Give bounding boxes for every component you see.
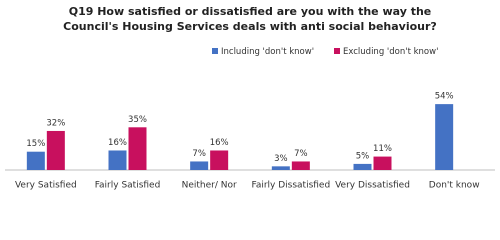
data-label: 35% (128, 115, 147, 125)
legend-label: Including 'don't know' (221, 47, 314, 57)
data-label: 11% (373, 144, 392, 154)
bar (271, 166, 290, 170)
bar (353, 163, 372, 170)
data-label: 54% (435, 92, 454, 102)
x-tick-label: Very Dissatisfied (335, 181, 410, 191)
legend-swatch (334, 48, 340, 54)
bar (291, 161, 310, 170)
data-label: 32% (46, 118, 65, 128)
data-label: 5% (356, 151, 370, 161)
x-tick-label: Fairly Satisfied (95, 181, 161, 191)
bar (108, 150, 127, 170)
x-tick-label: Very Satisfied (15, 181, 77, 191)
bar (435, 104, 454, 170)
x-tick-label: Neither/ Nor (182, 181, 237, 191)
bar (26, 151, 45, 170)
chart: Including 'don't know' Excluding 'don't k… (5, 47, 495, 191)
data-label: 16% (108, 138, 127, 148)
bar (128, 127, 147, 170)
data-label: 7% (192, 149, 206, 159)
data-label: 15% (26, 139, 45, 149)
bar (46, 130, 65, 170)
chart-container: Q19 How satisfied or dissatisfied are yo… (5, 5, 495, 191)
chart-title: Q19 How satisfied or dissatisfied are yo… (63, 5, 437, 33)
legend-label: Excluding 'don't know' (343, 47, 438, 57)
data-label: 7% (294, 149, 308, 159)
data-label: 3% (274, 154, 288, 164)
bar (210, 150, 229, 170)
x-tick-label: Fairly Dissatisfied (251, 181, 330, 191)
bar (373, 156, 392, 170)
legend-swatch (212, 48, 218, 54)
data-label: 16% (210, 138, 229, 148)
x-tick-label: Don't know (429, 181, 480, 191)
bar (190, 161, 209, 170)
